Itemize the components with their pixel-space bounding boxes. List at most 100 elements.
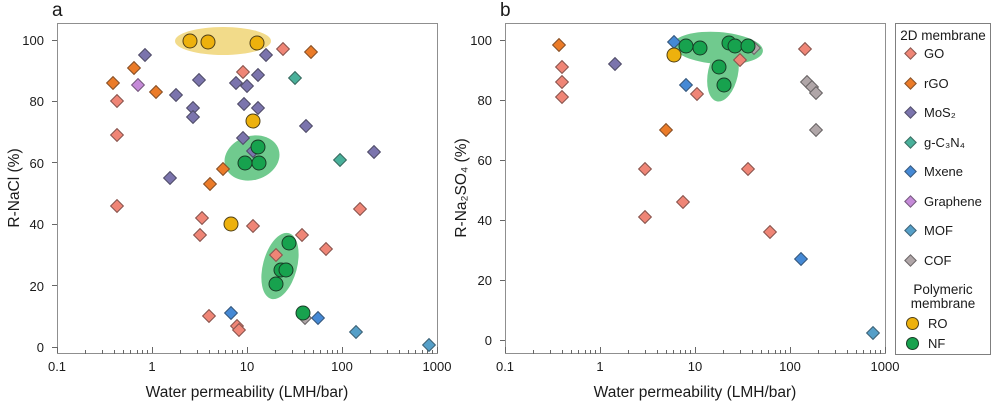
x-minor-tick	[785, 350, 787, 354]
data-point-nf	[281, 235, 297, 251]
diamond-swatch-icon	[904, 106, 917, 119]
x-minor-tick	[590, 350, 592, 354]
y-major-tick	[500, 219, 505, 221]
x-minor-tick	[142, 350, 144, 354]
x-tick-label: 10	[239, 359, 255, 374]
x-minor-tick	[751, 350, 753, 354]
y-tick-label: 40	[477, 213, 492, 228]
x-minor-tick	[217, 350, 219, 354]
legend-item-gcn: g-C₃N₄	[904, 134, 990, 150]
x-major-tick	[694, 347, 696, 353]
y-tick-label: 60	[29, 155, 44, 171]
x-minor-tick	[863, 350, 865, 354]
legend-item-label: RO	[928, 316, 948, 331]
x-major-tick	[599, 347, 601, 353]
x-tick-label: 100	[779, 359, 801, 374]
x-minor-tick	[421, 350, 423, 354]
legend-item-label: rGO	[924, 75, 949, 91]
y-major-tick	[52, 39, 57, 41]
x-minor-tick	[665, 350, 667, 354]
x-minor-tick	[196, 350, 198, 354]
diamond-swatch-icon	[904, 76, 917, 90]
x-minor-tick	[101, 350, 103, 354]
legend-polymer-items: RO NF	[896, 316, 990, 351]
x-minor-tick	[774, 350, 776, 354]
legend-item-label: Graphene	[924, 193, 982, 209]
circle-swatch-icon	[906, 317, 919, 330]
y-tick-label: 0	[36, 340, 44, 355]
legend-item-label: g-C₃N₄	[924, 134, 965, 150]
x-minor-tick	[303, 350, 305, 354]
data-point-nf	[237, 155, 253, 171]
diamond-swatch-icon	[904, 194, 917, 208]
diamond-swatch-icon	[904, 253, 917, 267]
data-point-nf	[711, 59, 727, 75]
x-minor-tick	[570, 350, 572, 354]
y-major-tick	[500, 39, 505, 41]
x-major-tick	[151, 347, 153, 353]
plot-a-frame	[57, 23, 438, 354]
y-tick-label: 80	[477, 93, 492, 108]
x-tick-label: 1000	[422, 359, 452, 374]
x-minor-tick	[398, 350, 400, 354]
x-major-tick	[341, 347, 343, 353]
x-minor-tick	[85, 350, 87, 354]
legend-item-label: GO	[924, 46, 945, 61]
y-tick-label: 0	[484, 333, 492, 348]
x-minor-tick	[644, 350, 646, 354]
x-tick-label: 1000	[870, 359, 900, 374]
data-point-nf	[268, 276, 284, 292]
legend-item-label: MoS₂	[924, 105, 956, 120]
x-tick-label: 0.1	[47, 359, 67, 374]
x-minor-tick	[147, 350, 149, 354]
diamond-swatch-icon	[904, 224, 917, 237]
x-minor-tick	[370, 350, 372, 354]
x-minor-tick	[628, 350, 630, 354]
plot-b-xaxis-title: Water permeability (LMH/bar)	[593, 384, 797, 401]
plot-a-xaxis-title: Water permeability (LMH/bar)	[145, 384, 349, 401]
x-minor-tick	[768, 350, 770, 354]
x-major-tick	[884, 347, 886, 353]
legend-item-rgo: rGO	[904, 75, 990, 91]
x-minor-tick	[561, 350, 563, 354]
y-tick-label: 20	[29, 278, 44, 294]
x-minor-tick	[685, 350, 687, 354]
legend-item-graphene: Graphene	[904, 193, 990, 209]
diamond-swatch-icon	[904, 47, 917, 60]
x-major-tick	[789, 347, 791, 353]
x-minor-tick	[818, 350, 820, 354]
y-major-tick	[500, 159, 505, 161]
data-point-ro	[182, 33, 198, 49]
x-minor-tick	[208, 350, 210, 354]
data-point-ro	[200, 34, 216, 50]
legend-item-nf: NF	[906, 336, 990, 351]
x-minor-tick	[136, 350, 138, 354]
x-major-tick	[504, 347, 506, 353]
x-tick-label: 1	[148, 359, 156, 374]
x-minor-tick	[679, 350, 681, 354]
data-point-nf	[251, 155, 267, 171]
x-minor-tick	[673, 350, 675, 354]
y-major-tick	[52, 346, 57, 348]
x-minor-tick	[432, 350, 434, 354]
x-tick-label: 10	[687, 359, 703, 374]
x-minor-tick	[595, 350, 597, 354]
legend-item-mof: MOF	[904, 223, 990, 238]
x-minor-tick	[584, 350, 586, 354]
x-minor-tick	[326, 350, 328, 354]
legend-item-ro: RO	[906, 316, 990, 331]
legend-2d-title: 2D membrane	[900, 28, 986, 43]
x-minor-tick	[690, 350, 692, 354]
x-minor-tick	[533, 350, 535, 354]
panel-b-label: b	[500, 0, 511, 21]
x-minor-tick	[656, 350, 658, 354]
circle-swatch-icon	[906, 337, 919, 350]
plot-a-yaxis-title: R-NaCl (%)	[6, 148, 23, 228]
data-point-nf	[740, 38, 756, 54]
x-minor-tick	[415, 350, 417, 354]
legend-item-mxene: Mxene	[904, 164, 990, 179]
x-minor-tick	[723, 350, 725, 354]
x-minor-tick	[760, 350, 762, 354]
y-tick-label: 100	[22, 33, 44, 48]
